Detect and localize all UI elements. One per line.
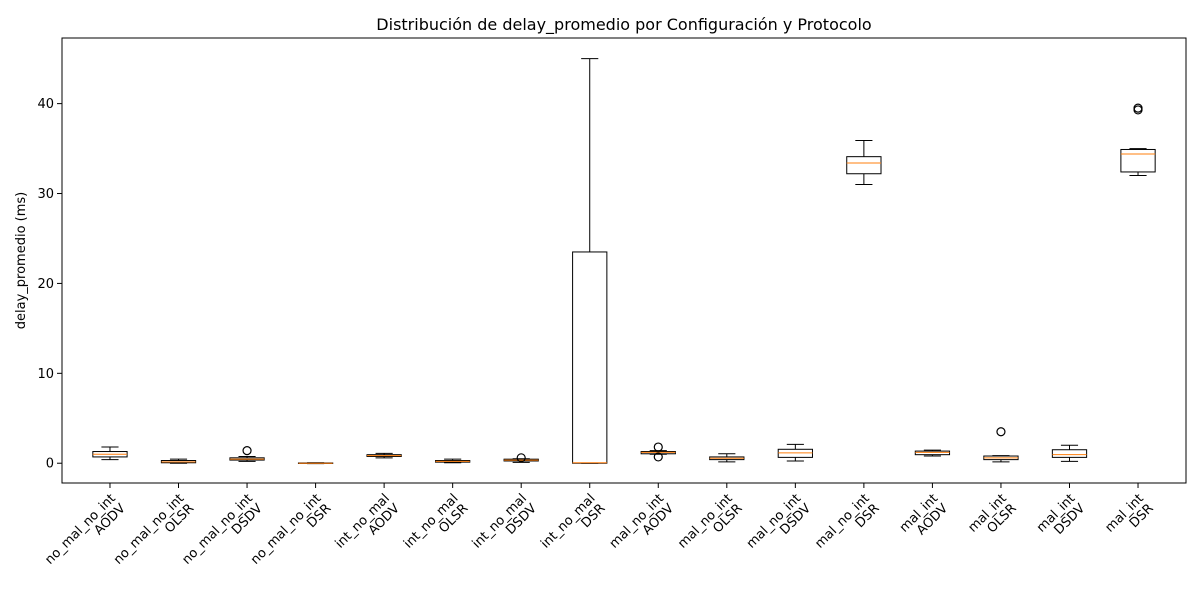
y-tick-label: 20 xyxy=(37,277,54,292)
y-tick-label: 40 xyxy=(37,97,54,112)
iqr-box xyxy=(572,251,608,464)
y-axis: 0 10 20 30 40 xyxy=(37,97,62,472)
box-group xyxy=(846,139,882,186)
x-tick-label: mal_intAODV xyxy=(897,491,951,545)
x-tick-label: int_no_malDSR xyxy=(538,491,608,561)
x-tick-label: mal_intDSR xyxy=(1103,491,1157,545)
iqr-box xyxy=(846,156,882,175)
box-group xyxy=(229,446,265,462)
iqr-box xyxy=(1120,148,1156,173)
x-tick-label: mal_intDSDV xyxy=(1034,491,1088,545)
x-tick-label: int_no_malAODV xyxy=(333,491,403,561)
chart-title: Distribución de delay_promedio por Confi… xyxy=(376,15,871,35)
plot-area xyxy=(92,58,1156,465)
y-tick-label: 30 xyxy=(37,187,54,202)
box-group xyxy=(914,449,951,457)
box-group xyxy=(640,442,676,462)
x-tick-label: no_mal_no_intDSDV xyxy=(179,491,265,577)
outlier-point xyxy=(653,452,663,462)
x-tick-label: int_no_malOLSR xyxy=(401,491,471,561)
box-group xyxy=(503,453,539,463)
outlier-point xyxy=(653,442,663,452)
box-group xyxy=(709,453,745,463)
plot-frame xyxy=(61,37,1187,484)
outlier-point xyxy=(1133,103,1143,113)
x-tick-label: no_mal_no_intDSR xyxy=(248,491,334,577)
box-group xyxy=(366,452,402,459)
x-tick-label: no_mal_no_intOLSR xyxy=(111,491,197,577)
box-group xyxy=(435,458,471,464)
box-group xyxy=(777,443,813,462)
x-axis: no_mal_no_intAODVno_mal_no_intOLSRno_mal… xyxy=(42,483,1157,577)
y-axis-label: delay_promedio (ms) xyxy=(14,192,29,329)
x-tick-label: mal_intOLSR xyxy=(965,491,1019,545)
box-group xyxy=(572,58,608,464)
outlier-point xyxy=(996,427,1006,437)
box-group xyxy=(297,462,334,465)
outlier-point xyxy=(516,453,526,463)
x-tick-label: mal_no_intOLSR xyxy=(675,491,745,561)
x-tick-label: mal_no_intAODV xyxy=(607,491,677,561)
x-tick-label: mal_no_intDSR xyxy=(812,491,882,561)
y-tick-label: 0 xyxy=(46,457,54,472)
box-group xyxy=(92,446,128,461)
y-tick-label: 10 xyxy=(37,367,54,382)
outlier-point xyxy=(242,446,252,456)
box-group xyxy=(160,458,197,464)
x-tick-label: mal_no_intDSDV xyxy=(744,491,814,561)
box-group xyxy=(1051,444,1088,462)
x-tick-label: int_no_malDSDV xyxy=(470,491,540,561)
box-group xyxy=(983,427,1019,463)
iqr-box xyxy=(1051,449,1088,458)
x-tick-label: no_mal_no_intAODV xyxy=(42,491,128,577)
box-group xyxy=(1120,103,1156,177)
